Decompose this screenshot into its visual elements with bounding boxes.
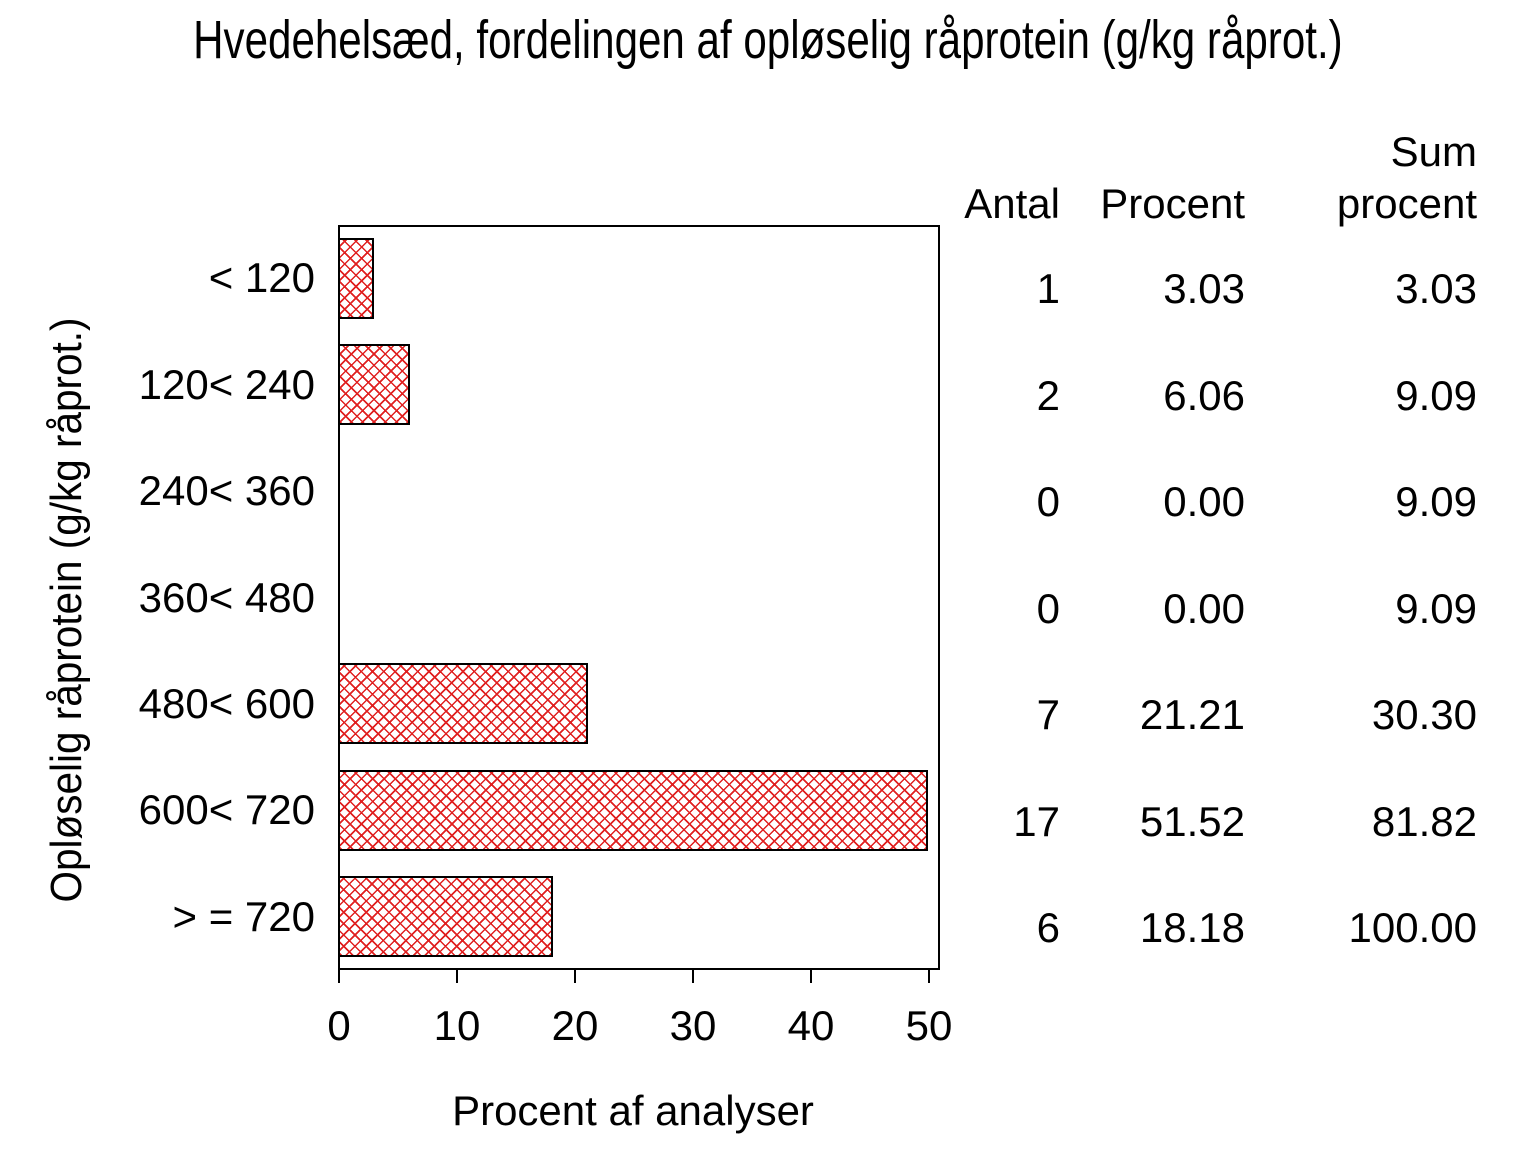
table-row: 17 51.52 81.82 (940, 796, 1477, 848)
category-label: 240< 360 (138, 467, 315, 515)
bar (338, 876, 553, 958)
bar (338, 663, 588, 745)
procent-cell: 0.00 (1163, 478, 1245, 525)
bar (338, 344, 410, 426)
table-row: 1 3.03 3.03 (940, 263, 1477, 315)
category-label: 360< 480 (138, 573, 315, 621)
x-axis-title: Procent af analyser (452, 1087, 814, 1134)
procent-cell: 6.06 (1163, 371, 1245, 419)
antal-cell: 2 (1036, 371, 1060, 419)
header-procent: Procent (1100, 180, 1245, 227)
x-axis-tick-label: 0 (327, 1002, 351, 1049)
category-label: 120< 240 (138, 360, 315, 408)
antal-cell: 6 (1036, 904, 1060, 951)
antal-cell: 1 (1036, 265, 1060, 312)
header-sum-line2: procent (1336, 180, 1477, 227)
antal-cell: 17 (1013, 797, 1060, 845)
table-row: 7 21.21 30.30 (940, 689, 1477, 741)
x-axis-tick-label: 40 (787, 1002, 835, 1049)
table-row: 0 0.00 9.09 (940, 583, 1477, 635)
header-sum-procent: Sum procent (1245, 126, 1477, 230)
frequency-table-header: Antal Procent Sum procent (940, 126, 1477, 230)
sum-procent-cell: 9.09 (1395, 371, 1477, 419)
header-sum-line1: Sum (1390, 128, 1477, 175)
x-axis-tick (692, 970, 694, 983)
sum-procent-cell: 9.09 (1395, 478, 1477, 525)
antal-cell: 0 (1036, 478, 1060, 525)
table-row: 6 18.18 100.00 (940, 902, 1477, 954)
category-label: 600< 720 (138, 786, 315, 834)
sum-procent-cell: 100.00 (1348, 904, 1477, 951)
category-label: 480< 600 (138, 679, 315, 727)
x-axis-tick-label: 20 (551, 1002, 599, 1049)
plot-area (338, 225, 940, 983)
bar (338, 237, 374, 319)
chart-title: Hvedehelsæd, fordelingen af opløselig rå… (0, 10, 1536, 70)
plot-frame (338, 225, 940, 970)
sum-procent-cell: 9.09 (1395, 584, 1477, 632)
table-row: 2 6.06 9.09 (940, 370, 1477, 422)
sum-procent-cell: 81.82 (1371, 797, 1477, 845)
x-axis-tick (810, 970, 812, 983)
x-axis-tick-label: 10 (433, 1002, 481, 1049)
x-axis-tick (574, 970, 576, 983)
x-axis-tick-label: 50 (905, 1002, 953, 1049)
category-label: > = 720 (172, 892, 315, 940)
category-label: < 120 (208, 254, 315, 302)
procent-cell: 0.00 (1163, 584, 1245, 632)
procent-cell: 51.52 (1139, 797, 1245, 845)
procent-cell: 21.21 (1139, 691, 1245, 738)
x-axis-tick (338, 970, 340, 983)
x-axis-tick-label: 30 (669, 1002, 717, 1049)
procent-cell: 18.18 (1139, 904, 1245, 951)
procent-cell: 3.03 (1163, 265, 1245, 312)
x-axis-tick (456, 970, 458, 983)
sum-procent-cell: 30.30 (1371, 691, 1477, 738)
header-antal: Antal (964, 180, 1060, 227)
antal-cell: 0 (1036, 584, 1060, 632)
sum-procent-cell: 3.03 (1395, 265, 1477, 312)
chart-title-text: Hvedehelsæd, fordelingen af opløselig rå… (193, 10, 1343, 70)
antal-cell: 7 (1036, 691, 1060, 738)
bar (338, 769, 928, 851)
table-row: 0 0.00 9.09 (940, 476, 1477, 528)
x-axis-tick (928, 970, 930, 983)
